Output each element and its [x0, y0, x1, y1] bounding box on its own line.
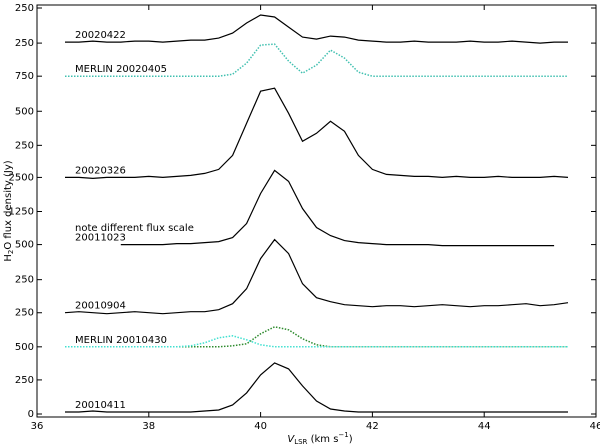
series-label: 20011023	[75, 233, 126, 244]
y-tick-label: 250	[15, 308, 34, 319]
spectrum-line	[65, 87, 569, 180]
y-tick-label: 250	[15, 275, 34, 286]
series-label: 20020326	[75, 165, 126, 176]
y-axis-label: H2O flux density (Jy)	[3, 160, 15, 261]
spectrum-line	[64, 238, 569, 315]
y-tick-label: 1250	[9, 207, 34, 218]
y-tick-label: 250	[15, 38, 34, 49]
y-tick-label: 0	[28, 409, 34, 420]
spectrum-line	[65, 362, 568, 413]
spectrum-line	[65, 14, 568, 44]
y-tick-label: 2500	[9, 172, 34, 183]
y-tick-label: 500	[15, 106, 34, 117]
series-label: MERLIN 20020405	[75, 64, 167, 75]
y-tick-label: 500	[15, 342, 34, 353]
x-tick-label: 40	[254, 421, 267, 432]
x-tick-label: 36	[31, 421, 44, 432]
y-tick-label: 250	[15, 3, 34, 14]
series-label: MERLIN 20010430	[75, 335, 167, 346]
y-tick-label: 250	[15, 140, 34, 151]
x-tick-label: 42	[366, 421, 379, 432]
x-axis-label: VLSR (km s−1)	[287, 431, 352, 446]
x-tick-label: 38	[142, 421, 155, 432]
plot-frame	[36, 4, 597, 418]
x-tick-label: 44	[478, 421, 491, 432]
y-tick-label: 250	[15, 375, 34, 386]
y-tick-label: 750	[15, 71, 34, 82]
series-label: 20010904	[75, 301, 126, 312]
annotation: note different flux scale	[75, 223, 194, 234]
series-label: 20010411	[75, 400, 126, 411]
y-tick-label: 500	[15, 240, 34, 251]
spectrum-line	[65, 43, 568, 77]
spectrum-line	[120, 169, 555, 247]
series-label: 20020422	[75, 30, 126, 41]
x-tick-label: 46	[590, 421, 600, 432]
